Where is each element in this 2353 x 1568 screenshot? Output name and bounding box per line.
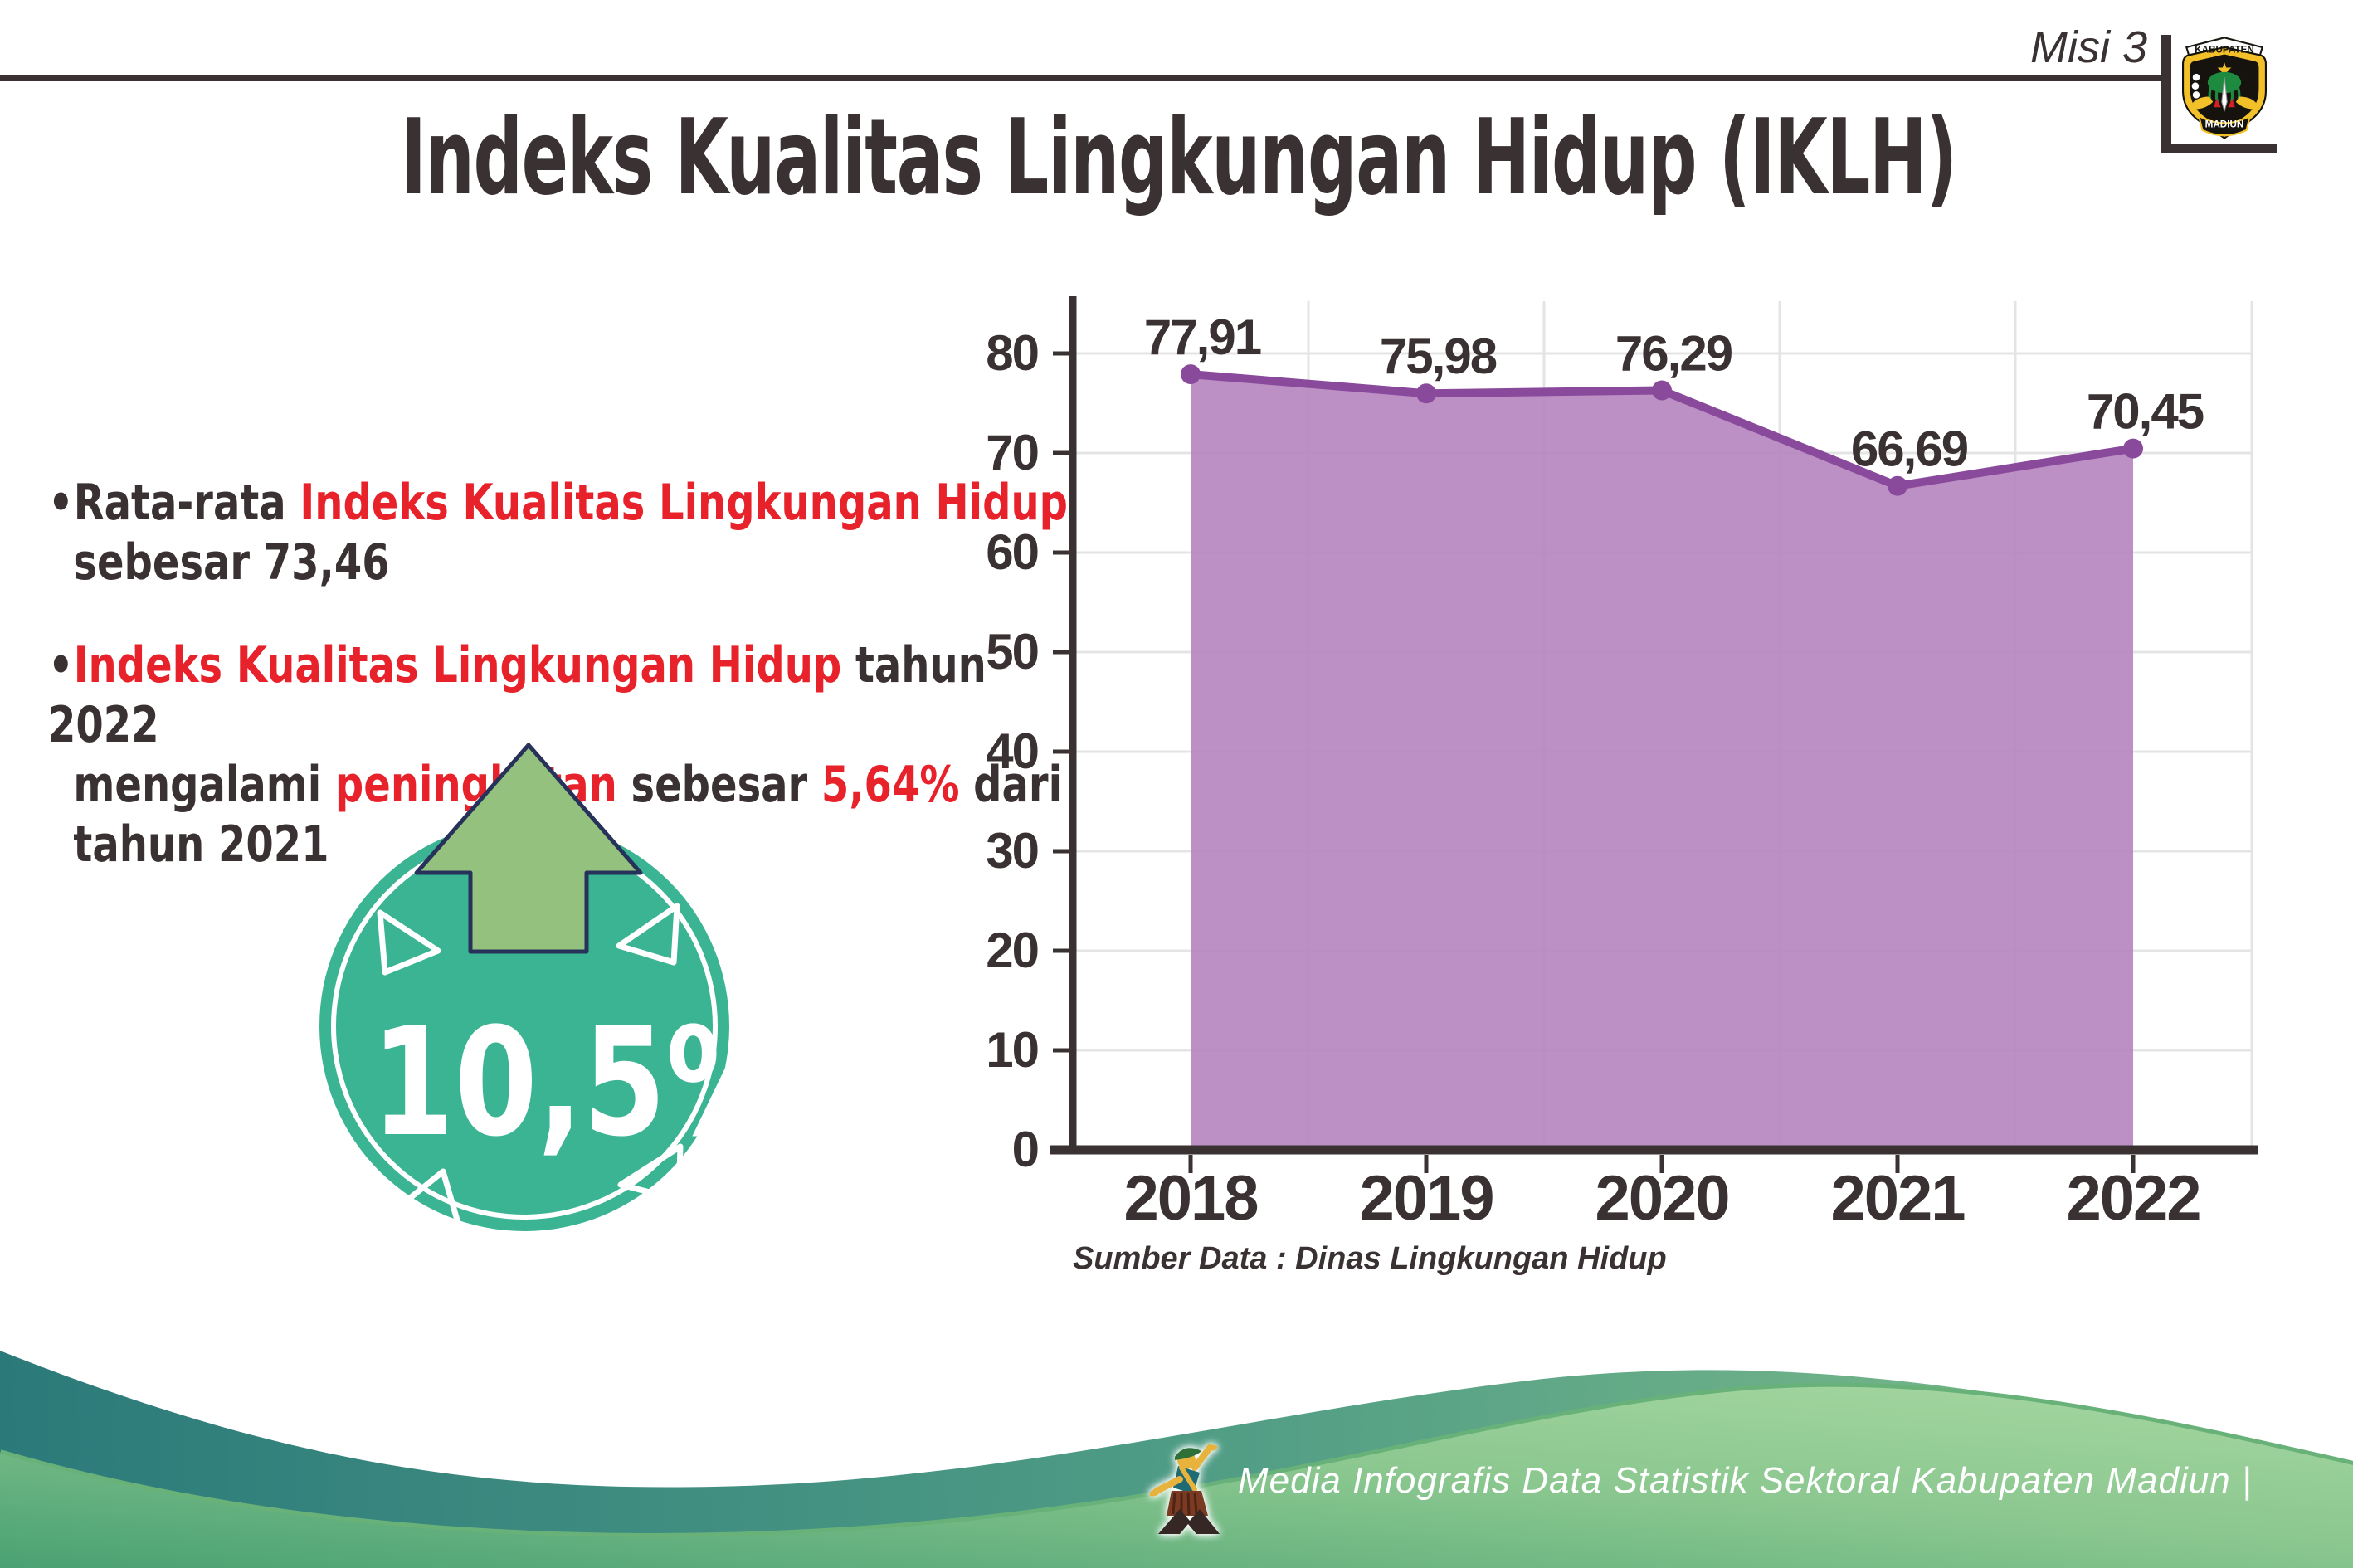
- emblem-frame-horizontal: [2161, 144, 2277, 153]
- svg-text:2021: 2021: [1830, 1163, 1965, 1234]
- header-rule: [0, 75, 2161, 81]
- svg-text:75,98: 75,98: [1380, 329, 1497, 384]
- svg-text:2020: 2020: [1595, 1163, 1728, 1234]
- svg-text:10: 10: [986, 1022, 1038, 1078]
- svg-text:2019: 2019: [1359, 1163, 1493, 1234]
- misi-label: Misi 3: [2029, 22, 2147, 72]
- svg-text:66,69: 66,69: [1851, 421, 1968, 477]
- emblem-frame-vertical: [2161, 35, 2171, 153]
- chart-source: Sumber Data : Dinas Lingkungan Hidup: [1073, 1241, 1667, 1276]
- footer-caption: Media Infografis Data Statistik Sektoral…: [1238, 1460, 2253, 1501]
- svg-text:2022: 2022: [2066, 1163, 2200, 1234]
- svg-text:70: 70: [986, 425, 1038, 480]
- bullet-item-increase: •Indeks Kualitas Lingkungan Hidup tahun …: [48, 636, 1063, 874]
- emblem-bottom-text: MADIUN: [2205, 119, 2244, 130]
- svg-text:77,91: 77,91: [1144, 309, 1261, 365]
- svg-text:76,29: 76,29: [1615, 326, 1732, 382]
- svg-text:0: 0: [1012, 1122, 1038, 1177]
- svg-text:80: 80: [986, 325, 1038, 381]
- bullet-item-average: •Rata-rata Indeks Kualitas Lingkungan Hi…: [48, 474, 1068, 592]
- svg-text:40: 40: [986, 723, 1038, 779]
- bullet-list: •Rata-rata Indeks Kualitas Lingkungan Hi…: [48, 473, 1108, 874]
- badge-up-arrow-icon: [377, 743, 684, 1226]
- kabupaten-madiun-emblem-icon: KABUPATEN MADIUN: [2182, 37, 2267, 139]
- mascot-dancer-icon: [1149, 1444, 1220, 1534]
- svg-text:20: 20: [986, 923, 1038, 978]
- page-title: Indeks Kualitas Lingkungan Hidup (IKLH): [400, 96, 1957, 218]
- badge-value: 10,5%: [371, 996, 787, 1170]
- iklh-area-chart: 0 10 20 30 40 50 60 70 80 2018 2019 2020 2021 2022 77,…: [986, 296, 2258, 1234]
- svg-text:30: 30: [986, 823, 1038, 879]
- svg-text:50: 50: [986, 624, 1038, 679]
- bullet-dot: •: [48, 474, 74, 532]
- emblem-top-text: KABUPATEN: [2195, 44, 2254, 55]
- bullet-dot: •: [48, 636, 74, 694]
- svg-text:70,45: 70,45: [2087, 384, 2204, 440]
- svg-text:60: 60: [986, 524, 1038, 580]
- badge-triangle-accents: [377, 903, 684, 1226]
- svg-text:2018: 2018: [1123, 1163, 1257, 1234]
